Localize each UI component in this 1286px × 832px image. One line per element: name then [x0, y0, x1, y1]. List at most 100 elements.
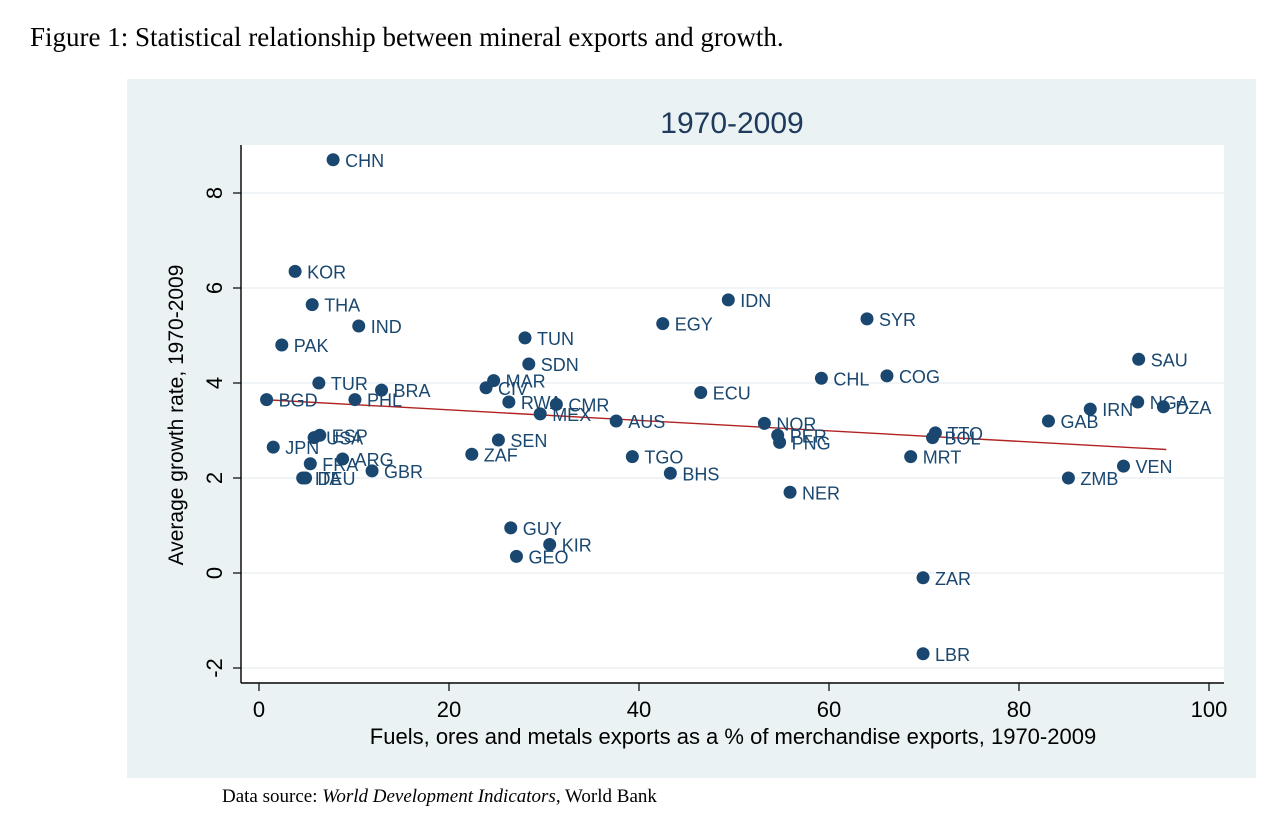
data-point: [721, 293, 735, 307]
point-label: GUY: [523, 519, 562, 539]
data-point: [1061, 471, 1075, 485]
data-point: [1117, 459, 1130, 473]
data-point: [312, 376, 326, 390]
data-point: [663, 466, 677, 480]
fit-line-layer: [263, 398, 1167, 451]
point-label: CHN: [345, 151, 384, 171]
chart-panel: CHNKORTHAINDPAKTURBRAPHLBGDESPUSAJPNFRAA…: [127, 79, 1256, 778]
point-label: SAU: [1151, 350, 1188, 370]
point-label: MAR: [506, 372, 546, 392]
data-point: [348, 393, 362, 407]
data-point: [296, 471, 310, 485]
data-point: [465, 447, 479, 461]
data-point: [904, 450, 918, 464]
data-point: [504, 521, 518, 535]
data-point: [518, 331, 532, 345]
point-label: PHL: [367, 391, 402, 411]
point-label: JPN: [285, 438, 319, 458]
plot-area: [241, 145, 1224, 684]
point-label: BGD: [279, 391, 318, 411]
point-label: IND: [371, 317, 402, 337]
x-tick-label: 60: [817, 697, 841, 722]
data-source-note: Data source: World Development Indicator…: [222, 786, 657, 808]
source-suffix: , World Bank: [555, 786, 657, 807]
x-tick-label: 0: [253, 697, 265, 722]
data-point: [375, 383, 389, 397]
axes: 0 20 40 60 80 100 -2 0 2 4 6 8: [202, 145, 1227, 722]
point-label: BRA: [394, 381, 431, 401]
point-label: TUR: [331, 374, 368, 394]
point-label: SEN: [510, 431, 547, 451]
point-label: TUN: [537, 329, 574, 349]
data-point: [916, 571, 930, 585]
data-point: [1041, 414, 1055, 428]
data-point: [260, 393, 274, 407]
data-point: [694, 386, 708, 399]
point-label: CIV: [498, 379, 528, 399]
point-label: IDN: [740, 291, 771, 311]
data-point: [533, 407, 547, 421]
x-tick-label: 20: [437, 697, 461, 722]
data-point: [609, 414, 623, 428]
data-point: [549, 397, 563, 411]
point-label: LBR: [935, 645, 970, 665]
point-label: ZAF: [484, 445, 518, 465]
data-point: [307, 431, 321, 445]
data-point: [336, 452, 350, 466]
point-label: SDN: [541, 355, 579, 375]
point-label: NOR: [776, 414, 816, 434]
data-point: [479, 381, 493, 395]
y-tick-label: 4: [202, 377, 227, 389]
y-tick-label: 2: [202, 472, 227, 484]
point-label: COG: [899, 367, 940, 387]
points-layer: CHNKORTHAINDPAKTURBRAPHLBGDESPUSAJPNFRAA…: [260, 151, 1211, 665]
x-tick-label: 80: [1007, 697, 1031, 722]
y-tick-label: -2: [202, 658, 227, 678]
data-point: [783, 485, 797, 499]
point-label: MRT: [923, 448, 962, 468]
data-point: [326, 153, 340, 167]
point-label: MEX: [552, 405, 591, 425]
data-point: [880, 369, 894, 383]
point-label: ESP: [332, 426, 368, 446]
point-label: ARG: [355, 450, 394, 470]
data-point: [625, 450, 639, 464]
data-point: [1132, 352, 1146, 366]
data-point: [916, 647, 930, 661]
point-label: PNG: [792, 433, 831, 453]
data-point: [305, 298, 319, 312]
data-point: [1131, 395, 1145, 409]
y-axis-label: Average growth rate, 1970-2009: [165, 265, 188, 566]
point-label: BHS: [682, 464, 719, 484]
source-prefix: Data source:: [222, 786, 323, 807]
data-point: [266, 440, 280, 454]
point-label: GBR: [384, 462, 423, 482]
point-label: SYR: [879, 310, 916, 330]
y-tick-label: 0: [202, 567, 227, 579]
point-label: EGY: [675, 315, 713, 335]
point-label: VEN: [1136, 457, 1173, 477]
point-label: GEO: [528, 547, 568, 567]
data-point: [522, 357, 536, 371]
data-point: [860, 312, 874, 326]
point-label: DZA: [1175, 398, 1211, 418]
data-point: [814, 371, 828, 385]
point-label: PAK: [294, 336, 329, 356]
point-label: ECU: [713, 384, 751, 404]
data-point: [926, 431, 940, 445]
x-tick-label: 40: [627, 697, 651, 722]
data-point: [757, 416, 771, 430]
data-point: [502, 395, 516, 409]
data-point: [773, 435, 787, 449]
data-point: [352, 319, 366, 333]
point-label: DEU: [318, 469, 356, 489]
data-point: [543, 538, 557, 551]
data-point: [365, 464, 379, 478]
x-axis-label: Fuels, ores and metals exports as a % of…: [370, 724, 1096, 749]
point-label: TTO: [947, 424, 983, 444]
point-label: ZAR: [935, 569, 971, 589]
point-label: USA: [326, 429, 363, 449]
point-label: BOL: [945, 429, 981, 449]
point-label: CMR: [568, 395, 609, 415]
data-point: [1083, 402, 1097, 416]
